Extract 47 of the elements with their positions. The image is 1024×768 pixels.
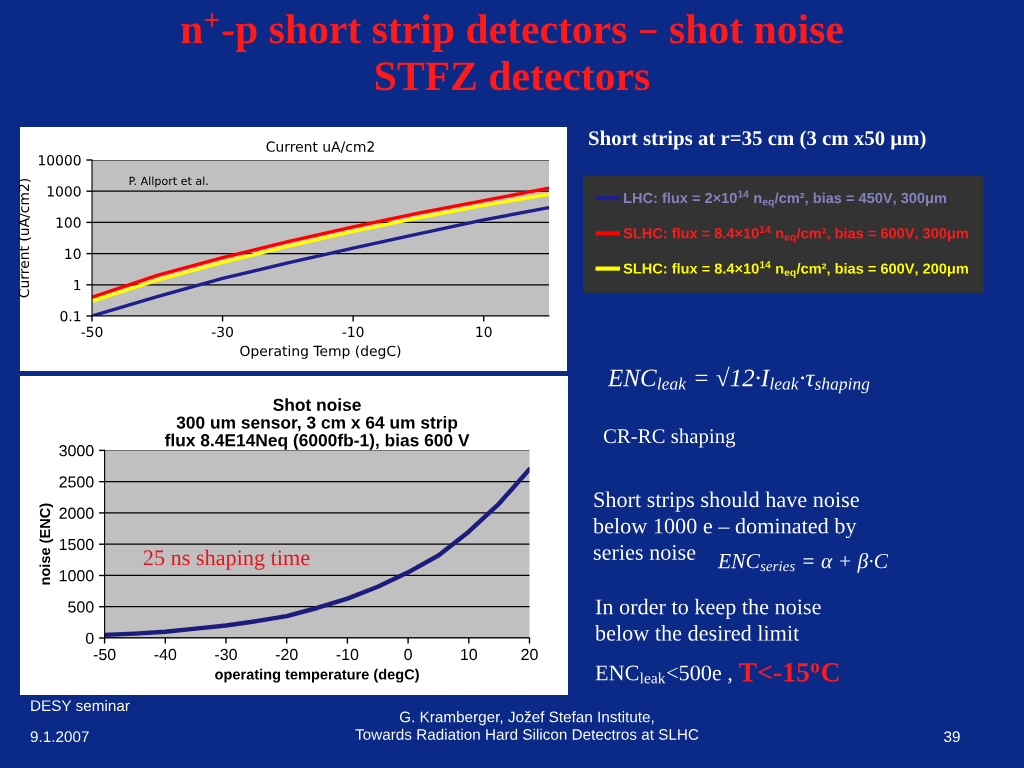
y-tick-label: 10 — [65, 248, 81, 260]
x-tick-label: -40 — [154, 648, 177, 661]
text: G. Kramberger, Jožef Stefan Institute, Towards Radiation Hard Silicon Detectros at SLHC — [355, 711, 699, 740]
y-tick-label: 1000 — [47, 186, 81, 197]
chart-title: Shot noise 300 um sensor, 3 cm x 64 um strip flux 8.4E14Neq (6000fb-1), bias 600 V — [164, 398, 470, 450]
y-tick-label: 0.1 — [60, 310, 81, 322]
text: CR-RC shaping — [603, 428, 736, 448]
annotation: P. Allport et al. — [129, 176, 208, 188]
y-tick-label: 100 — [56, 217, 81, 228]
x-tick-label: -30 — [211, 326, 233, 338]
x-tick-label: -20 — [275, 648, 298, 661]
y-tick-label: 0 — [85, 632, 94, 644]
x-axis-title: Operating Temp (degC) — [240, 345, 401, 359]
x-axis-title: operating temperature (degC) — [215, 668, 419, 683]
y-tick-label: 3000 — [59, 445, 94, 457]
y-tick-label: 2000 — [59, 507, 94, 519]
x-tick-label: 10 — [461, 648, 478, 661]
annotation: 25 ns shaping time — [143, 549, 310, 570]
y-tick-label: 1500 — [59, 538, 94, 551]
y-tick-label: 1 — [74, 279, 81, 291]
legend-label: SLHC: flux = 8.4×10$^{14}$ n$_{eq}$/cm², bias = 600V, 200μm — [623, 261, 968, 279]
x-tick-label: -50 — [93, 648, 116, 661]
x-tick-label: 10 — [476, 326, 492, 338]
text: ENC$_{leak}$<500e , — [595, 665, 732, 684]
x-tick-label: -50 — [81, 326, 103, 338]
text: ENC$_{leak}$ = √12·I$_{leak}$·τ$_{shaping}$ — [607, 366, 870, 394]
text: 39 — [944, 731, 960, 743]
text: T<-15$^{o}$C — [738, 663, 839, 682]
x-tick-label: -10 — [342, 326, 364, 338]
legend-label: SLHC: flux = 8.4×10$^{14}$ n$_{eq}$/cm², bias = 600V, 300μm — [623, 225, 968, 243]
x-tick-label: -10 — [336, 648, 359, 661]
text: 9.1.2007 — [30, 731, 89, 743]
text: Short strips at r=35 cm (3 cm x50 μm) — [589, 130, 926, 150]
text: In order to keep the noise below the desired limit — [595, 598, 821, 641]
x-tick-label: 0 — [404, 648, 412, 661]
y-axis-title: noise (ENC) — [39, 503, 54, 585]
text: n$^{+}$-p short strip detectors – shot noise STFZ detectors — [181, 13, 843, 91]
y-tick-label: 500 — [68, 601, 94, 613]
legend-label: LHC: flux = 2×10$^{14}$ n$_{eq}$/cm², bias = 450V, 300μm — [624, 190, 947, 208]
x-tick-label: -30 — [215, 648, 237, 661]
y-tick-label: 1000 — [59, 570, 94, 582]
y-tick-label: 10000 — [38, 154, 81, 166]
text: DESY seminar — [31, 699, 130, 712]
x-tick-label: 20 — [521, 648, 538, 661]
chart-title: Current uA/cm2 — [266, 141, 374, 153]
y-axis-title: Current (uA/cm2) — [18, 178, 31, 298]
y-tick-label: 2500 — [59, 476, 94, 488]
